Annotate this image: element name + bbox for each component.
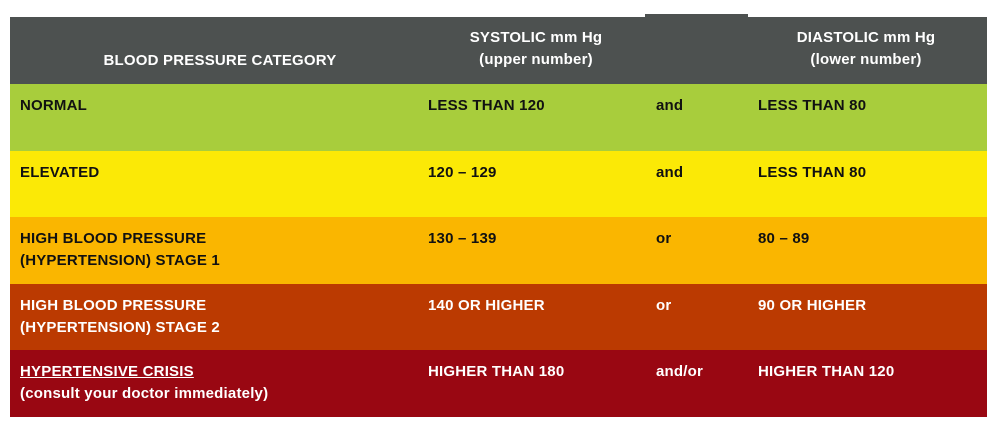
- category-sublabel: (HYPERTENSION) STAGE 1: [20, 252, 220, 269]
- category-cell: HIGH BLOOD PRESSURE (HYPERTENSION) STAGE…: [20, 295, 410, 339]
- header-diastolic-title: DIASTOLIC mm Hg: [796, 29, 936, 46]
- connector-cell: and: [656, 164, 684, 181]
- connector-cell: and: [656, 97, 684, 114]
- category-label: NORMAL: [20, 97, 88, 114]
- category-sublabel: (consult your doctor immediately): [20, 385, 269, 402]
- header-category-label: BLOOD PRESSURE CATEGORY: [103, 52, 337, 69]
- connector-cell: or: [656, 297, 672, 314]
- row-hypertensive-crisis: HYPERTENSIVE CRISIS (consult your doctor…: [10, 350, 987, 417]
- blood-pressure-table: BLOOD PRESSURE CATEGORY SYSTOLIC mm Hg (…: [10, 14, 987, 417]
- header-notch: [645, 14, 748, 17]
- systolic-cell: 140 OR HIGHER: [428, 297, 545, 314]
- row-normal: NORMAL LESS THAN 120 and LESS THAN 80: [10, 84, 987, 151]
- row-hypertension-stage-2: HIGH BLOOD PRESSURE (HYPERTENSION) STAGE…: [10, 284, 987, 351]
- header-systolic: SYSTOLIC mm Hg (upper number): [430, 27, 642, 71]
- diastolic-cell: HIGHER THAN 120: [758, 363, 895, 380]
- category-label: HIGH BLOOD PRESSURE: [20, 230, 207, 247]
- systolic-cell: HIGHER THAN 180: [428, 363, 565, 380]
- category-cell: HYPERTENSIVE CRISIS (consult your doctor…: [20, 361, 410, 405]
- header-category: BLOOD PRESSURE CATEGORY: [60, 50, 380, 72]
- category-sublabel: (HYPERTENSION) STAGE 2: [20, 319, 220, 336]
- category-label: HIGH BLOOD PRESSURE: [20, 297, 207, 314]
- diastolic-cell: LESS THAN 80: [758, 97, 867, 114]
- row-hypertension-stage-1: HIGH BLOOD PRESSURE (HYPERTENSION) STAGE…: [10, 217, 987, 284]
- connector-cell: or: [656, 230, 672, 247]
- header-systolic-subtitle: (upper number): [479, 51, 593, 68]
- diastolic-cell: LESS THAN 80: [758, 164, 867, 181]
- table-header: BLOOD PRESSURE CATEGORY SYSTOLIC mm Hg (…: [10, 14, 987, 84]
- header-diastolic-subtitle: (lower number): [810, 51, 922, 68]
- connector-cell: and/or: [656, 363, 704, 380]
- row-elevated: ELEVATED 120 – 129 and LESS THAN 80: [10, 151, 987, 218]
- category-cell: ELEVATED: [20, 162, 410, 184]
- diastolic-cell: 80 – 89: [758, 230, 810, 247]
- diastolic-cell: 90 OR HIGHER: [758, 297, 867, 314]
- header-diastolic: DIASTOLIC mm Hg (lower number): [755, 27, 977, 71]
- systolic-cell: 120 – 129: [428, 164, 497, 181]
- category-cell: NORMAL: [20, 95, 410, 117]
- category-cell: HIGH BLOOD PRESSURE (HYPERTENSION) STAGE…: [20, 228, 410, 272]
- header-systolic-title: SYSTOLIC mm Hg: [469, 29, 603, 46]
- category-label-link[interactable]: HYPERTENSIVE CRISIS: [20, 363, 194, 380]
- systolic-cell: LESS THAN 120: [428, 97, 545, 114]
- systolic-cell: 130 – 139: [428, 230, 497, 247]
- category-label: ELEVATED: [20, 164, 100, 181]
